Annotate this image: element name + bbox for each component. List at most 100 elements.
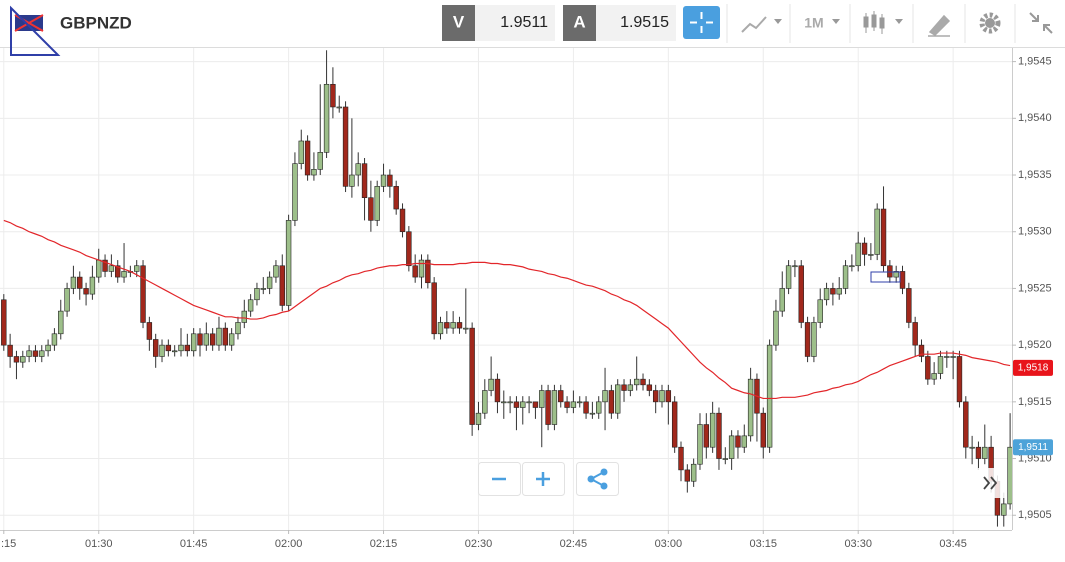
candle-body — [184, 344, 191, 352]
x-tick-label: 02:45 — [560, 538, 588, 550]
candle-body — [513, 401, 520, 408]
candle-body — [773, 310, 779, 346]
chart-type-icon[interactable] — [863, 11, 885, 34]
candle-body — [342, 106, 349, 187]
x-tick-label: 02:30 — [465, 538, 493, 550]
candle-body — [77, 276, 83, 289]
ask-box[interactable] — [596, 5, 676, 41]
share-dot — [600, 482, 608, 490]
candle-body — [380, 174, 387, 187]
candle-body — [431, 282, 437, 335]
candle-body — [887, 265, 893, 278]
candle-body — [956, 356, 963, 403]
candle-body — [235, 322, 241, 335]
settings-icon[interactable] — [979, 12, 1001, 34]
candle-body — [716, 412, 722, 459]
candle-body — [450, 322, 456, 329]
candle-body — [374, 186, 380, 221]
candle-body — [463, 327, 469, 330]
candle-body — [108, 265, 115, 272]
candle-body — [330, 83, 336, 108]
y-tick-label: 1,9535 — [1018, 169, 1052, 181]
candle-body — [152, 339, 159, 357]
candle-body — [779, 288, 785, 312]
candle-body — [975, 446, 982, 459]
price-tag-label: 1,9518 — [1018, 362, 1049, 373]
candle-body — [279, 265, 285, 306]
candle-body — [944, 356, 950, 358]
candle-body — [368, 197, 374, 221]
candle-body — [849, 265, 855, 268]
ask-badge — [563, 5, 596, 41]
candle-body — [709, 412, 716, 448]
candle-body — [26, 350, 32, 357]
separators — [726, 4, 1016, 43]
candle-body — [1, 299, 7, 346]
x-tick-label: 03:45 — [939, 538, 967, 550]
x-tick-label: 03:00 — [655, 538, 683, 550]
candle-body — [298, 140, 304, 164]
timeframe[interactable]: 1M — [804, 15, 823, 31]
indicator-icon[interactable] — [741, 16, 767, 33]
collapse-icon[interactable] — [1029, 12, 1053, 34]
candle-body — [323, 83, 330, 153]
triangle-drawing[interactable] — [10, 5, 61, 56]
candle-body — [855, 242, 861, 267]
candle-body — [222, 327, 229, 346]
crosshair-button[interactable] — [683, 6, 720, 39]
candle-body — [589, 412, 596, 415]
candle-body — [621, 384, 627, 391]
candle-body — [311, 169, 317, 176]
candle-body — [1001, 503, 1007, 516]
share[interactable] — [576, 462, 619, 496]
candle-body — [355, 163, 361, 176]
candle-body — [456, 322, 463, 329]
candle-body — [292, 163, 298, 221]
candle-body — [659, 390, 665, 403]
candle-body — [570, 401, 577, 408]
candle-body — [741, 435, 747, 448]
candle-body — [209, 333, 216, 346]
candle-body — [45, 344, 51, 352]
candle-body — [615, 384, 621, 414]
candle-body — [216, 327, 222, 346]
y-tick-label: 1,9515 — [1018, 396, 1052, 408]
candle-body — [861, 242, 868, 255]
candle-body — [20, 356, 26, 363]
ask-label: A — [573, 12, 585, 31]
candle-body — [134, 265, 140, 272]
candle-body — [703, 424, 710, 448]
candle-body — [792, 265, 798, 268]
candle-body — [178, 344, 184, 352]
candle-body — [241, 310, 247, 323]
bid-badge — [442, 5, 475, 41]
candle-body — [425, 259, 431, 284]
candle-body — [393, 186, 399, 210]
candle-body — [963, 401, 969, 448]
share-dot — [600, 468, 608, 476]
draw-icon[interactable] — [928, 14, 951, 37]
candle-body — [627, 384, 634, 391]
y-tick-label: 1,9505 — [1018, 509, 1052, 521]
candle-body — [399, 208, 406, 233]
candle-body — [171, 350, 178, 353]
candle-body — [387, 174, 393, 187]
candle-body — [558, 390, 564, 403]
candle-body — [197, 333, 203, 346]
candle-body — [596, 401, 602, 414]
candle-body — [39, 350, 45, 357]
candle-body — [937, 356, 944, 374]
candle-body — [652, 390, 659, 403]
candle-body — [254, 288, 260, 301]
candle-body — [482, 390, 488, 414]
caret — [832, 19, 840, 24]
candle-body — [317, 152, 323, 170]
bid-box[interactable] — [475, 5, 555, 41]
candle-body — [728, 435, 735, 459]
candle-body — [697, 424, 703, 465]
y-tick-label: 1,9545 — [1018, 56, 1052, 68]
scroll-end-button[interactable] — [978, 468, 1005, 498]
candle-body — [83, 288, 89, 295]
candle-body — [349, 174, 355, 187]
candle-body — [336, 106, 342, 109]
